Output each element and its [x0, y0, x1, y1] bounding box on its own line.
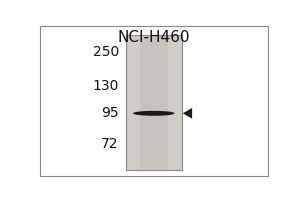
- Ellipse shape: [133, 111, 175, 116]
- Text: 72: 72: [101, 137, 119, 151]
- Text: 130: 130: [92, 79, 119, 93]
- Text: 95: 95: [101, 106, 119, 120]
- Text: NCI-H460: NCI-H460: [118, 30, 190, 45]
- Bar: [140, 36, 168, 169]
- Text: 250: 250: [93, 45, 119, 59]
- Polygon shape: [183, 108, 192, 119]
- Bar: [126, 35, 182, 170]
